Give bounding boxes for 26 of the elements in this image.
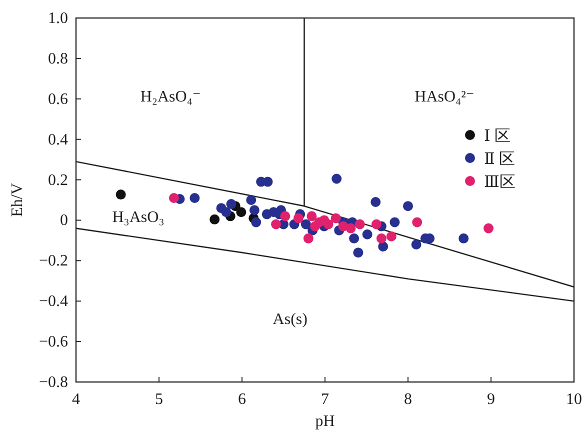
x-tick-label: 4 xyxy=(72,391,80,408)
annotation: H₂AsO₄⁻ xyxy=(140,88,201,106)
legend-label: Ⅲ区 xyxy=(484,174,516,191)
y-tick-label: −0.2 xyxy=(38,252,68,270)
x-tick-label: 7 xyxy=(321,391,329,408)
annotation: HAsO₄²⁻ xyxy=(414,88,474,106)
y-tick-label: 0.6 xyxy=(48,90,68,108)
y-axis-title: Eh/V xyxy=(9,182,26,217)
x-tick-label: 5 xyxy=(155,391,163,408)
y-tick-label: 0.8 xyxy=(48,50,68,68)
x-tick-label: 9 xyxy=(487,391,495,408)
x-tick-label: 8 xyxy=(404,391,412,408)
y-tick-label: −0.4 xyxy=(38,293,68,310)
y-tick-label: 0.4 xyxy=(48,131,68,148)
annotation: As(s) xyxy=(272,310,308,328)
annotation: H₃AsO₃ xyxy=(112,208,164,226)
legend-label: Ⅱ 区 xyxy=(484,151,515,168)
y-tick-label: −0.6 xyxy=(38,334,68,351)
y-tick-label: −0.8 xyxy=(38,374,68,391)
x-tick-label: 10 xyxy=(566,391,582,408)
x-tick-label: 6 xyxy=(238,391,246,408)
y-tick-label: 0 xyxy=(60,212,68,230)
y-tick-label: 1.0 xyxy=(48,10,68,27)
y-tick-label: 0.2 xyxy=(48,172,68,189)
x-axis-title: pH xyxy=(315,413,336,430)
legend-label: Ⅰ 区 xyxy=(484,128,510,145)
